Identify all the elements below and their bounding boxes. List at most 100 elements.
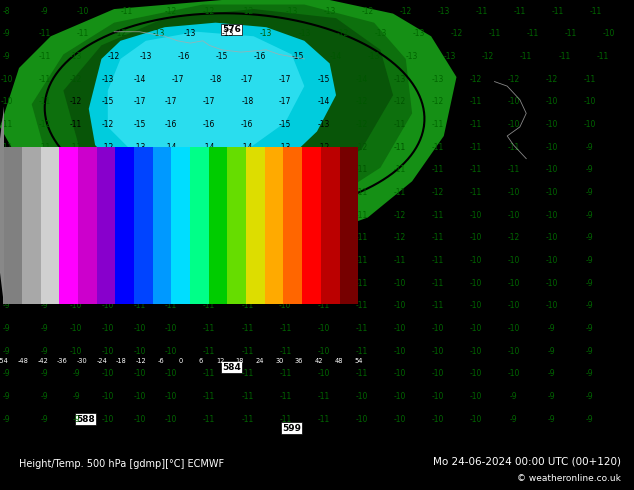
Text: -11: -11 <box>583 75 596 84</box>
Text: -11: -11 <box>279 392 292 401</box>
Text: -11: -11 <box>203 347 216 356</box>
Text: -9: -9 <box>548 392 555 401</box>
Text: -11: -11 <box>203 233 216 243</box>
Text: 584: 584 <box>222 363 241 371</box>
Text: -18: -18 <box>241 98 254 106</box>
Text: 12: 12 <box>216 358 224 364</box>
Text: -10: -10 <box>545 279 558 288</box>
Text: -10: -10 <box>431 324 444 333</box>
Text: -11: -11 <box>101 166 114 174</box>
Bar <box>59 147 78 304</box>
Text: -11: -11 <box>317 256 330 265</box>
Text: -13: -13 <box>393 75 406 84</box>
Text: -9: -9 <box>548 415 555 424</box>
Text: -10: -10 <box>507 211 520 220</box>
Text: -10: -10 <box>393 369 406 378</box>
Text: -9: -9 <box>586 143 593 152</box>
Text: -11: -11 <box>38 29 51 39</box>
Text: -12: -12 <box>279 166 292 174</box>
Text: -11: -11 <box>70 166 82 174</box>
Text: -11: -11 <box>0 166 13 174</box>
Text: -10: -10 <box>393 392 406 401</box>
Text: -11: -11 <box>317 211 330 220</box>
Text: -10: -10 <box>545 256 558 265</box>
Text: -13: -13 <box>298 29 311 39</box>
Text: -14: -14 <box>355 75 368 84</box>
Text: -11: -11 <box>38 233 51 243</box>
Text: -11: -11 <box>393 166 406 174</box>
Text: -10: -10 <box>165 392 178 401</box>
Text: -11: -11 <box>469 143 482 152</box>
Text: -10: -10 <box>279 279 292 288</box>
Text: 54: 54 <box>354 358 363 364</box>
Text: -11: -11 <box>431 166 444 174</box>
Text: -10: -10 <box>101 392 114 401</box>
Text: -10: -10 <box>0 188 13 197</box>
Text: -16: -16 <box>203 120 216 129</box>
Text: -12: -12 <box>133 166 146 174</box>
Text: -11: -11 <box>431 211 444 220</box>
Text: -11: -11 <box>203 392 216 401</box>
Text: -11: -11 <box>70 120 82 129</box>
Text: 588: 588 <box>76 415 95 424</box>
Text: -11: -11 <box>133 279 146 288</box>
Text: -13: -13 <box>101 75 114 84</box>
Text: -12: -12 <box>393 233 406 243</box>
Text: -13: -13 <box>260 29 273 39</box>
Text: -17: -17 <box>203 98 216 106</box>
Text: -9: -9 <box>548 369 555 378</box>
Text: -11: -11 <box>355 233 368 243</box>
Text: -10: -10 <box>545 166 558 174</box>
Text: -10: -10 <box>317 347 330 356</box>
Text: -11: -11 <box>38 143 51 152</box>
Text: -10: -10 <box>133 415 146 424</box>
Text: -11: -11 <box>317 233 330 243</box>
Bar <box>153 147 171 304</box>
Text: -11: -11 <box>38 188 51 197</box>
Text: -11: -11 <box>355 279 368 288</box>
Text: -11: -11 <box>355 256 368 265</box>
Text: -12: -12 <box>545 75 558 84</box>
Text: -11: -11 <box>526 29 539 39</box>
Text: -10: -10 <box>70 324 82 333</box>
Text: -11: -11 <box>241 392 254 401</box>
Text: -15: -15 <box>133 120 146 129</box>
Text: -15: -15 <box>101 98 114 106</box>
Text: -11: -11 <box>70 233 82 243</box>
Bar <box>209 147 228 304</box>
Text: -9: -9 <box>586 369 593 378</box>
Text: -13: -13 <box>184 29 197 39</box>
Text: -9: -9 <box>41 369 48 378</box>
Text: -11: -11 <box>514 7 526 16</box>
Text: -11: -11 <box>203 256 216 265</box>
Text: -11: -11 <box>165 233 178 243</box>
Text: -11: -11 <box>133 211 146 220</box>
Text: -10: -10 <box>355 415 368 424</box>
Text: -11: -11 <box>133 233 146 243</box>
Bar <box>321 147 340 304</box>
Text: 42: 42 <box>314 358 323 364</box>
Text: -11: -11 <box>393 256 406 265</box>
Text: -11: -11 <box>38 211 51 220</box>
Text: -10: -10 <box>545 301 558 311</box>
Text: -11: -11 <box>241 324 254 333</box>
Text: -10: -10 <box>393 347 406 356</box>
Bar <box>41 147 59 304</box>
Text: -11: -11 <box>590 7 602 16</box>
Text: -36: -36 <box>57 358 68 364</box>
Text: -10: -10 <box>545 120 558 129</box>
Text: -11: -11 <box>317 392 330 401</box>
Text: -10: -10 <box>469 233 482 243</box>
Text: -11: -11 <box>564 29 577 39</box>
Text: -11: -11 <box>165 188 178 197</box>
Text: -10: -10 <box>431 369 444 378</box>
Text: -10: -10 <box>545 188 558 197</box>
Text: -11: -11 <box>279 233 292 243</box>
Text: -9: -9 <box>586 347 593 356</box>
Text: -10: -10 <box>507 256 520 265</box>
Text: -9: -9 <box>3 324 10 333</box>
Text: -13: -13 <box>279 143 292 152</box>
Text: -9: -9 <box>41 392 48 401</box>
Text: -10: -10 <box>507 98 520 106</box>
Text: -11: -11 <box>279 415 292 424</box>
